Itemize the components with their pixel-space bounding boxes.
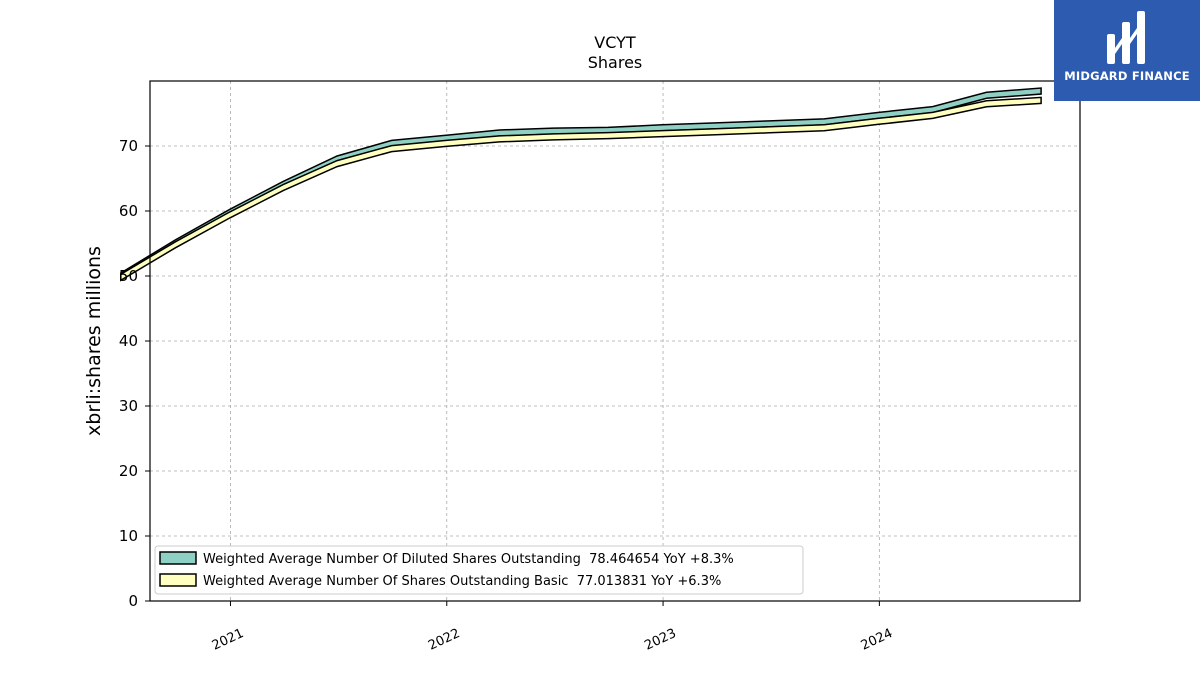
midgard-logo-icon <box>1107 11 1145 64</box>
x-tick-label: 2022 <box>426 626 462 654</box>
x-tick-label: 2023 <box>642 626 678 654</box>
y-tick-label: 70 <box>119 137 138 155</box>
y-tick-label: 40 <box>119 332 138 350</box>
legend-box <box>154 545 804 595</box>
legend-swatch-diluted <box>159 551 197 565</box>
y-tick-label: 0 <box>128 592 138 610</box>
legend-label-basic: Weighted Average Number Of Shares Outsta… <box>203 574 721 589</box>
y-tick-label: 20 <box>119 462 138 480</box>
y-tick-label: 60 <box>119 202 138 220</box>
x-tick-label: 2024 <box>859 626 895 654</box>
chart-title: VCYT <box>594 33 636 52</box>
series-layer <box>120 87 1042 282</box>
y-tick-label: 50 <box>119 267 138 285</box>
grid-lines <box>150 81 1080 602</box>
series-band-basic <box>120 96 1042 282</box>
brand-name: MIDGARD FINANCE <box>1064 69 1190 83</box>
legend-label-diluted: Weighted Average Number Of Diluted Share… <box>203 552 734 567</box>
y-tick-label: 30 <box>119 397 138 415</box>
legend-swatch-basic <box>159 573 197 587</box>
brand-logo: MIDGARD FINANCE <box>1054 0 1200 101</box>
legend: Weighted Average Number Of Diluted Share… <box>154 545 804 595</box>
y-tick-label: 10 <box>119 527 138 545</box>
y-axis-label: xbrli:shares millions <box>83 246 105 436</box>
x-tick-label: 2021 <box>210 626 246 654</box>
chart-subtitle: Shares <box>588 53 643 72</box>
